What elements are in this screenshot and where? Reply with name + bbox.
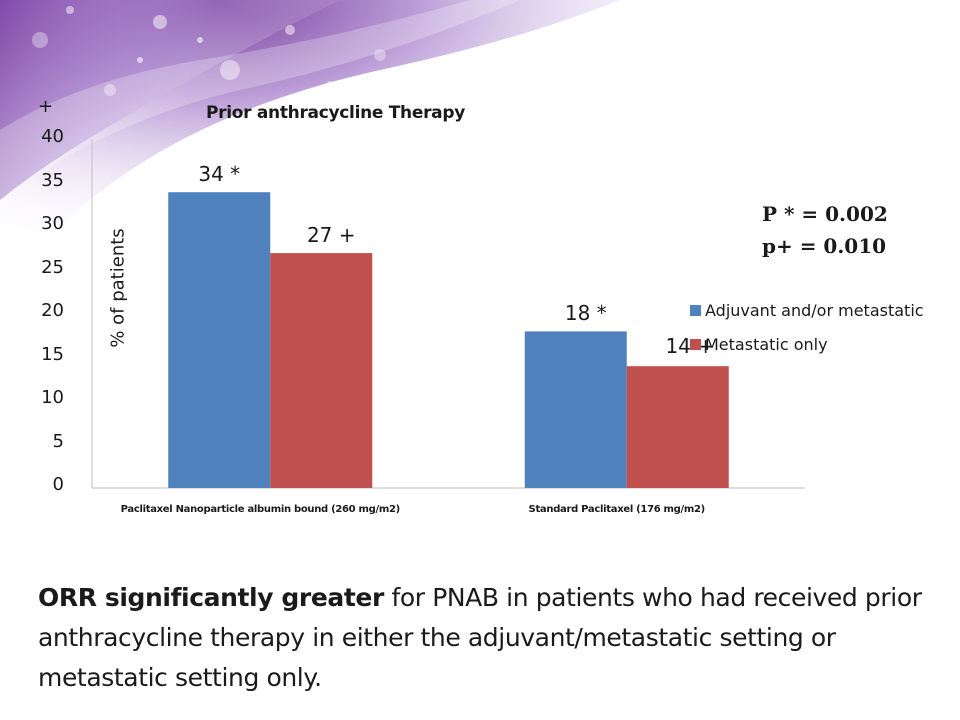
legend-item-metastatic: Metastatic only <box>690 332 924 356</box>
bar <box>270 253 373 488</box>
category-label: Paclitaxel Nanoparticle albumin bound (2… <box>120 504 401 515</box>
category-label: Standard Paclitaxel (176 mg/m2) <box>528 504 706 515</box>
legend-label-metastatic: Metastatic only <box>705 334 828 354</box>
y-tick-label: 10 <box>41 387 64 408</box>
p-value-annotations: P * = 0.002 p+ = 0.010 <box>762 198 888 262</box>
legend-swatch-adjuvant <box>690 304 701 316</box>
caption-rest: for PNAB in patients who had received pr… <box>38 583 922 692</box>
y-tick-label: 40 <box>41 126 64 147</box>
p-value-plus: p+ = 0.010 <box>762 234 887 258</box>
bar-data-label: 14 + <box>665 334 715 359</box>
y-tick-label: 5 <box>52 430 64 452</box>
y-tick-label: 20 <box>41 300 64 321</box>
bar <box>168 192 271 488</box>
caption-bold: ORR significantly greater <box>38 583 384 612</box>
legend-swatch-metastatic <box>690 338 701 350</box>
legend: Adjuvant and/or metastatic Metastatic on… <box>690 298 924 366</box>
bar <box>626 366 729 488</box>
y-axis-top-mark: + <box>38 96 54 117</box>
y-tick-label: 30 <box>41 213 64 234</box>
bar-data-label: 18 * <box>564 301 607 326</box>
slide-caption: ORR significantly greater for PNAB in pa… <box>38 578 938 698</box>
bar <box>524 331 627 488</box>
bar-data-label: 27 + <box>306 223 356 248</box>
p-value-star: P * = 0.002 <box>762 202 888 226</box>
y-tick-label: 35 <box>41 169 64 191</box>
y-tick-label: 25 <box>41 256 64 278</box>
bar-data-label: 34 * <box>198 162 241 187</box>
legend-item-adjuvant: Adjuvant and/or metastatic <box>690 298 924 322</box>
legend-label-adjuvant: Adjuvant and/or metastatic <box>705 300 924 320</box>
chart-title: Prior anthracycline Therapy <box>206 103 465 123</box>
y-tick-label: 0 <box>52 474 64 495</box>
y-tick-label: 15 <box>41 343 64 365</box>
